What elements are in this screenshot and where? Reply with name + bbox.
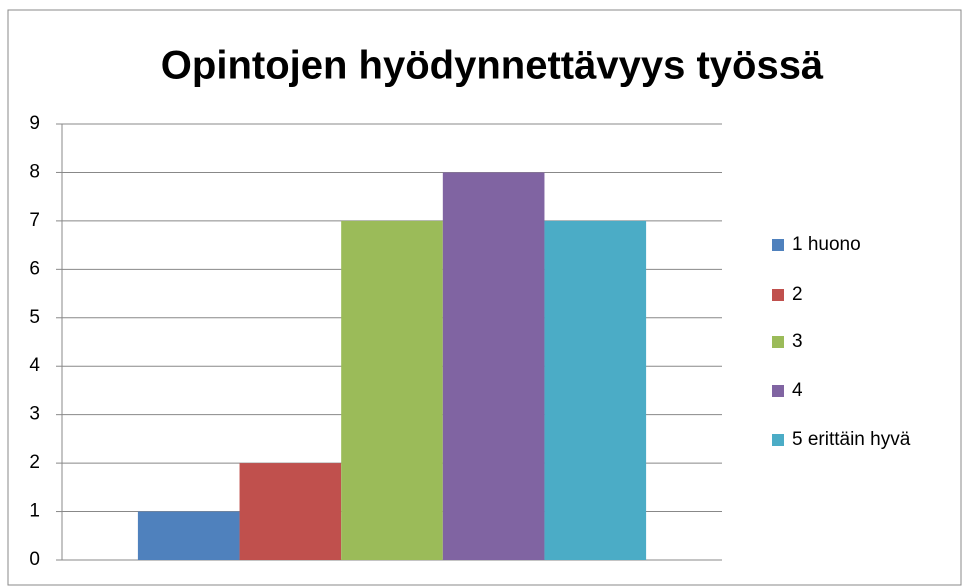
y-tick-label: 9 <box>29 113 40 134</box>
bar <box>341 220 443 560</box>
y-tick-label: 8 <box>29 161 40 182</box>
bar <box>239 463 342 560</box>
y-tick-label: 6 <box>29 258 40 279</box>
y-tick-label: 0 <box>29 549 40 570</box>
legend-label: 4 <box>792 380 803 401</box>
legend-label: 1 huono <box>792 234 861 255</box>
bar <box>544 220 647 560</box>
legend-label: 3 <box>792 331 803 352</box>
bar <box>137 511 240 560</box>
y-tick-label: 3 <box>29 404 40 425</box>
legend-label: 5 erittäin hyvä <box>792 429 911 450</box>
y-tick-label: 1 <box>29 501 40 522</box>
legend-swatch <box>772 434 784 446</box>
legend-label: 2 <box>792 284 803 305</box>
y-tick-label: 2 <box>29 452 40 473</box>
chart-title: Opintojen hyödynnettävyys työssä <box>161 44 824 88</box>
bar <box>442 172 545 560</box>
y-tick-label: 7 <box>29 210 40 231</box>
y-tick-label: 4 <box>29 355 40 376</box>
legend-swatch <box>772 336 784 348</box>
legend-swatch <box>772 385 784 397</box>
legend-swatch <box>772 239 784 251</box>
legend-swatch <box>772 289 784 301</box>
y-tick-label: 5 <box>29 307 40 328</box>
